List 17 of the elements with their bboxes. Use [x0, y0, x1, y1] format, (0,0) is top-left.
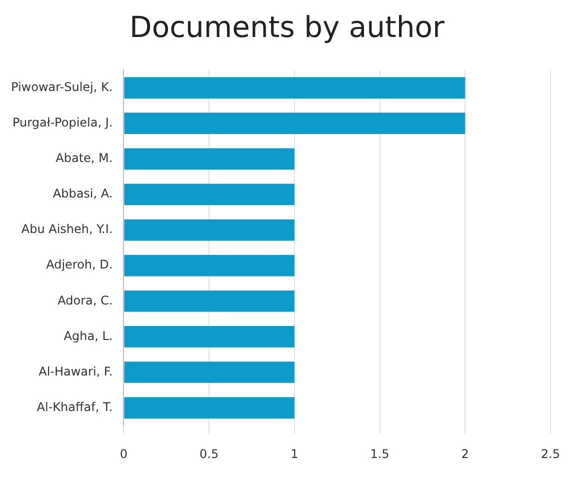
y-tick-label: Al-Hawari, F. — [38, 364, 113, 378]
y-tick-label: Abate, M. — [56, 151, 113, 166]
x-tick-label: 2.5 — [540, 446, 560, 461]
y-tick-label: Purgał-Popiela, J. — [12, 115, 113, 130]
x-tick-label: 1 — [290, 446, 298, 461]
y-tick-label: Adjeroh, D. — [46, 258, 113, 272]
x-tick-label: 1.5 — [370, 446, 390, 461]
y-tick-label: Abbasi, A. — [52, 186, 113, 201]
x-tick-label: 0 — [120, 446, 128, 461]
chart-title: Documents by author — [128, 10, 446, 46]
x-tick-label: 0.5 — [200, 446, 219, 461]
y-tick-label: Al-Khaffaf, T. — [36, 400, 113, 414]
y-tick-label: Adora, C. — [58, 293, 113, 308]
y-tick-label: Agha, L. — [64, 328, 113, 343]
y-tick-label: Abu Aisheh, Y.I. — [21, 222, 113, 236]
x-tick-label: 2 — [461, 446, 469, 461]
y-tick-label: Piwowar-Sulej, K. — [10, 80, 113, 94]
